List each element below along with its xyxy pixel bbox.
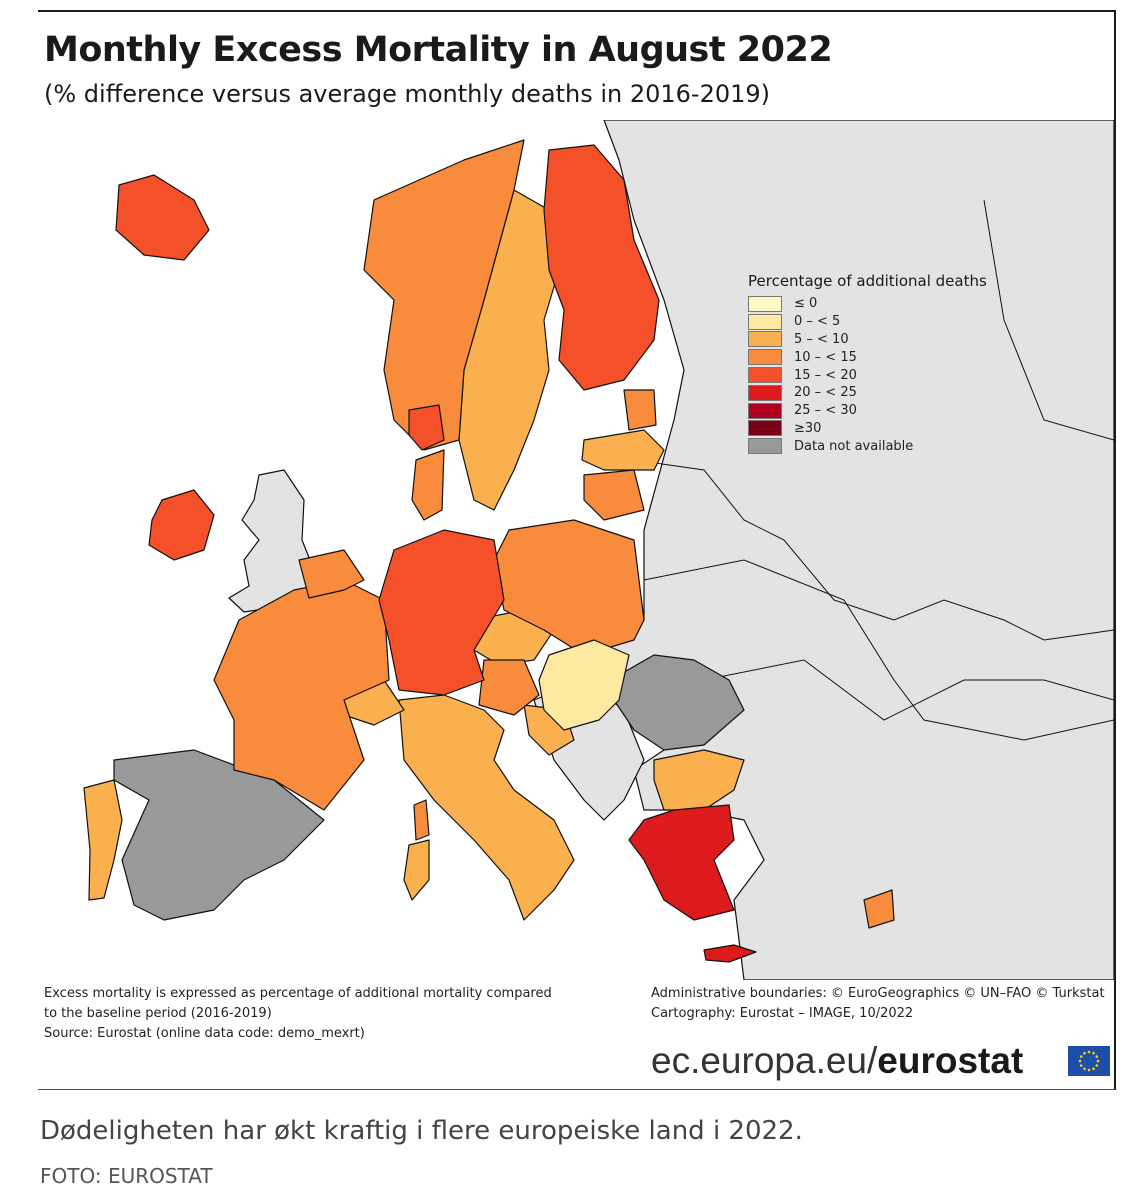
note-line-2: to the baseline period (2016-2019) [44, 1006, 272, 1021]
legend-item: 5 – < 10 [748, 331, 987, 349]
legend-label: 25 – < 30 [794, 403, 857, 419]
europe-map [44, 120, 1114, 980]
credits-line-1: Administrative boundaries: © EuroGeograp… [651, 986, 1105, 1001]
legend-swatch [748, 349, 782, 366]
note-line-3: Source: Eurostat (online data code: demo… [44, 1026, 365, 1041]
methodology-note: Excess mortality is expressed as percent… [44, 984, 552, 1044]
legend-swatch [748, 295, 782, 312]
legend-swatch [748, 402, 782, 419]
legend-swatch [748, 438, 782, 455]
brand-prefix: ec.europa.eu/ [651, 1040, 878, 1081]
legend-item: 15 – < 20 [748, 366, 987, 384]
legend-item: 10 – < 15 [748, 348, 987, 366]
legend-label: ≤ 0 [794, 296, 818, 312]
legend-label: 10 – < 15 [794, 349, 857, 365]
legend-item: ≤ 0 [748, 295, 987, 313]
note-line-1: Excess mortality is expressed as percent… [44, 986, 552, 1001]
legend-label: 15 – < 20 [794, 367, 857, 383]
brand-name: eurostat [877, 1040, 1024, 1081]
map-subtitle: (% difference versus average monthly dea… [44, 80, 771, 108]
band-10-15 [213, 139, 895, 929]
non-member-borders [633, 199, 1114, 741]
legend-label: 0 – < 5 [794, 314, 841, 330]
band-15-20 [115, 144, 660, 696]
no-data-countries [113, 654, 745, 921]
figure-frame [38, 10, 1116, 1090]
credits: Administrative boundaries: © EuroGeograp… [651, 984, 1105, 1024]
eurostat-brand: ec.europa.eu/eurostat [651, 1040, 1023, 1082]
legend-item: 20 – < 25 [748, 384, 987, 402]
eu-flag-icon [1068, 1046, 1110, 1076]
legend-item: 0 – < 5 [748, 313, 987, 331]
legend-label: 20 – < 25 [794, 385, 857, 401]
band-5-10 [83, 189, 745, 921]
legend-swatch [748, 420, 782, 437]
image-caption: Dødeligheten har økt kraftig i flere eur… [40, 1116, 803, 1146]
legend-swatch [748, 367, 782, 384]
legend-swatch [748, 384, 782, 401]
credits-line-2: Cartography: Eurostat – IMAGE, 10/2022 [651, 1006, 914, 1021]
map-title: Monthly Excess Mortality in August 2022 [44, 30, 833, 70]
band-0-5 [538, 639, 630, 731]
legend-label: Data not available [794, 438, 914, 454]
legend-title: Percentage of additional deaths [748, 272, 987, 290]
map-legend: Percentage of additional deaths ≤ 0 0 – <… [748, 272, 987, 455]
legend-item: Data not available [748, 437, 987, 455]
legend-label: ≥30 [794, 420, 822, 436]
legend-swatch [748, 331, 782, 348]
legend-item: ≥30 [748, 420, 987, 438]
legend-label: 5 – < 10 [794, 331, 849, 347]
legend-item: 25 – < 30 [748, 402, 987, 420]
legend-swatch [748, 313, 782, 330]
photo-credit: FOTO: EUROSTAT [40, 1164, 213, 1188]
band-20-25 [628, 804, 757, 963]
